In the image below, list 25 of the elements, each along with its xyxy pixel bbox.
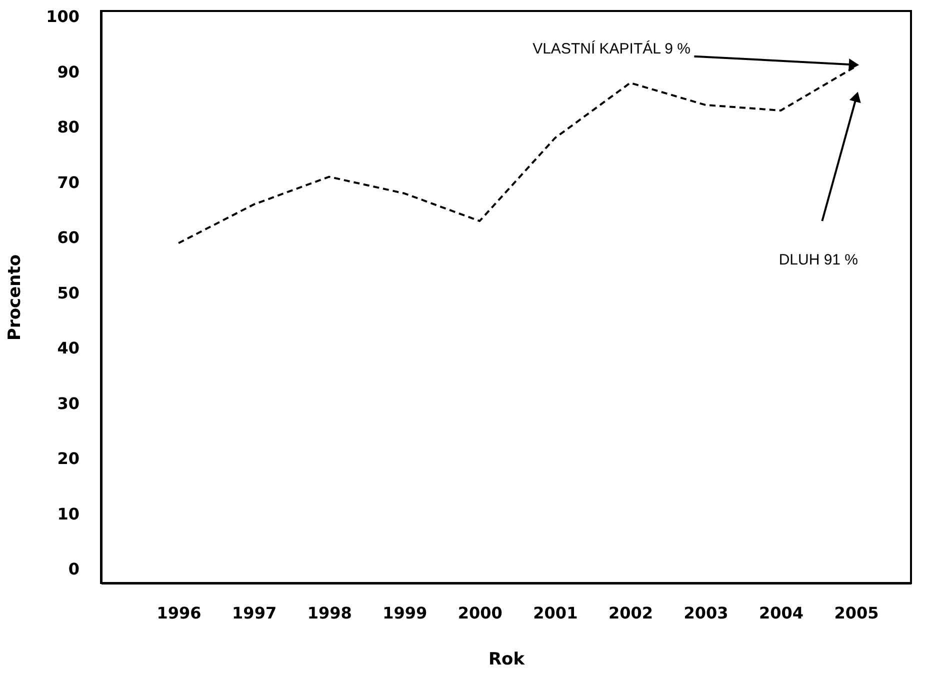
x-tick-label: 2003	[684, 604, 728, 622]
x-tick-label: 2005	[834, 604, 879, 622]
y-tick-label: 30	[57, 394, 80, 413]
x-tick-label: 1998	[307, 604, 352, 622]
y-tick-label: 50	[57, 283, 80, 302]
x-tick-label: 1997	[232, 604, 277, 622]
x-tick-label: 2000	[458, 604, 502, 622]
y-tick-label: 0	[68, 560, 80, 579]
x-tick-label: 1999	[382, 604, 428, 622]
x-axis-title: Rok	[488, 650, 526, 670]
y-tick-label: 70	[57, 172, 80, 192]
annotation: DLUH 91 %	[778, 252, 858, 269]
x-tick-label: 2002	[608, 604, 653, 622]
y-tick-label: 80	[57, 118, 80, 137]
annotation: VLASTNÍ KAPITÁL 9 %	[532, 40, 690, 58]
y-tick-label: 10	[57, 504, 80, 524]
y-tick-label: 90	[57, 62, 80, 82]
y-tick-label: 40	[57, 338, 80, 358]
y-tick-label: 100	[46, 7, 80, 26]
y-axis-title: Procento	[5, 254, 26, 341]
y-tick-label: 60	[57, 228, 80, 248]
x-tick-label: 1996	[156, 604, 202, 622]
x-tick-label: 2004	[759, 604, 804, 622]
x-tick-label: 2001	[533, 604, 578, 622]
y-tick-label: 20	[57, 449, 80, 468]
